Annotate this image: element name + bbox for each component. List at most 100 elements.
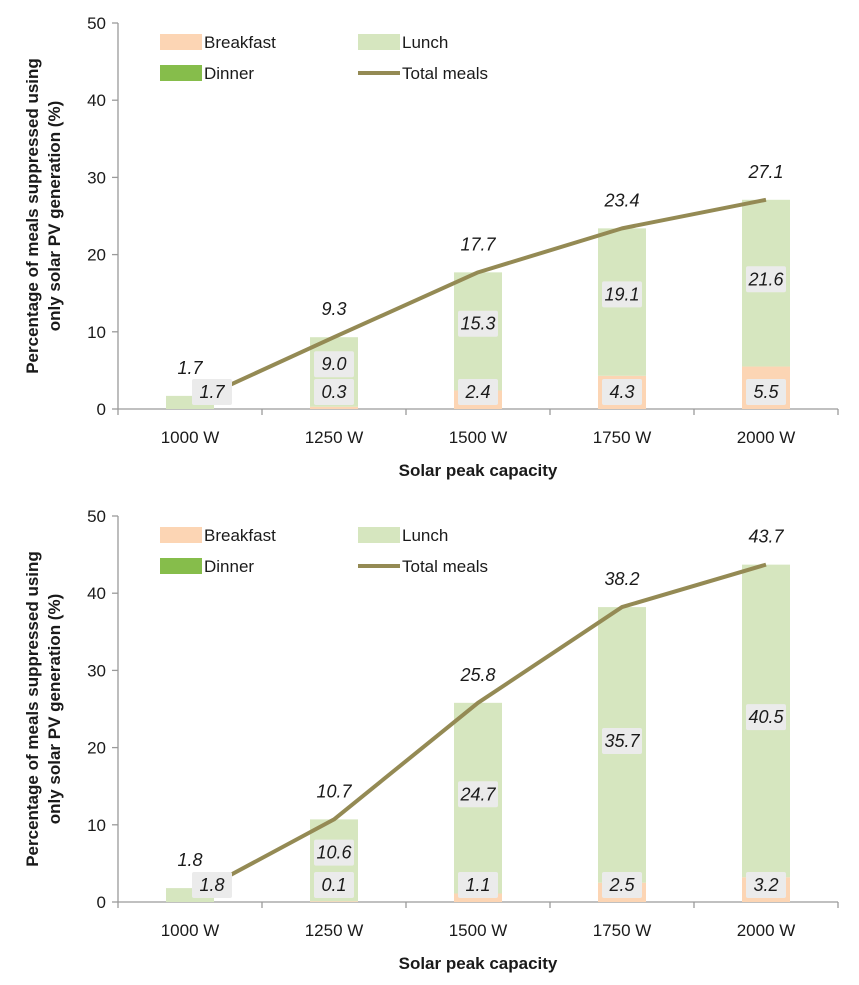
data-label-breakfast-box — [314, 872, 354, 898]
x-tick-label: 1500 W — [449, 428, 508, 447]
x-tick-label: 1750 W — [593, 428, 652, 447]
data-label-lunch: 10.6 — [316, 843, 352, 863]
legend: Breakfast Lunch Dinner Total meals — [128, 24, 532, 90]
data-label-total: 38.2 — [604, 569, 639, 589]
bar-breakfast — [310, 901, 358, 902]
chart-panel-top: 0 10 20 30 40 50 1000 W 1250 W 1500 W 1750 W 2000 … — [0, 0, 859, 492]
x-tick-label: 1250 W — [305, 921, 364, 940]
x-tick-label: 1000 W — [161, 428, 220, 447]
line-total-meals — [205, 562, 767, 890]
y-axis-title-line-2: only solar PV generation (%) — [45, 101, 64, 332]
data-label-breakfast: 4.3 — [609, 382, 634, 402]
data-label-lunch: 24.7 — [459, 784, 496, 804]
y-axis-title: Percentage of meals suppressed using only… — [23, 58, 64, 374]
data-label-breakfast-box — [602, 872, 642, 898]
x-tick-label: 2000 W — [737, 921, 796, 940]
legend-label-breakfast: Breakfast — [204, 33, 276, 52]
line-total-meals — [205, 197, 767, 398]
y-tick-label: 30 — [87, 661, 106, 680]
data-label-total: 1.7 — [177, 358, 203, 378]
data-label-total: 17.7 — [460, 234, 496, 254]
data-label-lunch-box — [314, 839, 354, 866]
data-label-lunch: 1.7 — [199, 382, 225, 402]
data-label-breakfast: 5.5 — [753, 382, 779, 402]
legend-label-lunch: Lunch — [402, 33, 448, 52]
legend-label-breakfast: Breakfast — [204, 526, 276, 545]
legend-label-dinner: Dinner — [204, 64, 254, 83]
x-axis-title: Solar peak capacity — [399, 461, 558, 480]
data-label-total: 9.3 — [321, 299, 346, 319]
y-tick-label: 20 — [87, 246, 106, 265]
data-label-breakfast-box — [746, 872, 786, 898]
data-label-lunch-box — [192, 379, 232, 405]
data-label-lunch-box — [314, 351, 354, 378]
chart-svg-bottom: 0 10 20 30 40 50 1000 W 1250 W 1500 W 1750 W 2000 … — [23, 507, 839, 973]
x-tick-label: 1250 W — [305, 428, 364, 447]
y-axis-title: Percentage of meals suppressed using only… — [23, 551, 64, 867]
data-label-lunch: 40.5 — [748, 707, 784, 727]
legend-swatch-breakfast — [160, 34, 202, 50]
data-label-lunch: 21.6 — [747, 269, 784, 289]
data-label-breakfast: 2.5 — [608, 875, 635, 895]
data-label-lunch: 1.8 — [199, 875, 224, 895]
data-label-total: 27.1 — [747, 162, 783, 182]
x-tick-label: 2000 W — [737, 428, 796, 447]
data-label-lunch: 15.3 — [460, 314, 495, 334]
data-label-lunch-box — [458, 781, 498, 808]
data-label-total: 1.8 — [177, 850, 202, 870]
data-label-total: 25.8 — [459, 665, 495, 685]
data-label-breakfast: 3.2 — [753, 875, 778, 895]
data-label-lunch-box — [192, 872, 232, 898]
legend-swatch-breakfast — [160, 527, 202, 543]
data-label-breakfast-box — [458, 379, 498, 405]
y-tick-label: 0 — [97, 893, 106, 912]
data-label-lunch-box — [458, 310, 498, 337]
legend-swatch-lunch — [358, 34, 400, 50]
data-label-lunch: 19.1 — [604, 284, 639, 304]
chart-panel-bottom: 0 10 20 30 40 50 1000 W 1250 W 1500 W 1750 W 2000 … — [0, 493, 859, 985]
y-tick-label: 50 — [87, 507, 106, 526]
data-label-breakfast-box — [458, 872, 498, 898]
legend-label-total-meals: Total meals — [402, 557, 488, 576]
data-label-total: 10.7 — [316, 781, 352, 801]
data-label-breakfast: 1.1 — [465, 875, 490, 895]
y-tick-label: 10 — [87, 323, 106, 342]
legend-swatch-lunch — [358, 527, 400, 543]
data-label-breakfast: 0.1 — [321, 875, 346, 895]
y-tick-label: 40 — [87, 584, 106, 603]
y-axis-title-line-2: only solar PV generation (%) — [45, 594, 64, 825]
x-tick-label: 1000 W — [161, 921, 220, 940]
y-tick-label: 0 — [97, 400, 106, 419]
data-label-breakfast: 0.3 — [321, 382, 346, 402]
legend-label-total-meals: Total meals — [402, 64, 488, 83]
y-axis-title-line-1: Percentage of meals suppressed using — [23, 551, 42, 867]
data-label-lunch-box — [746, 266, 786, 293]
y-tick-label: 40 — [87, 91, 106, 110]
legend-label-lunch: Lunch — [402, 526, 448, 545]
x-axis-title: Solar peak capacity — [399, 954, 558, 973]
y-tick-label: 20 — [87, 739, 106, 758]
y-axis-title-line-1: Percentage of meals suppressed using — [23, 58, 42, 374]
data-label-breakfast-box — [746, 379, 786, 405]
data-label-lunch: 35.7 — [604, 731, 640, 751]
legend: Breakfast Lunch Dinner Total meals — [128, 517, 532, 583]
x-tick-label: 1750 W — [593, 921, 652, 940]
data-label-lunch-box — [746, 704, 786, 731]
data-label-total: 43.7 — [748, 527, 784, 547]
legend-swatch-dinner — [160, 558, 202, 574]
bar-breakfast — [310, 406, 358, 409]
data-label-lunch-box — [602, 281, 642, 308]
y-tick-label: 30 — [87, 168, 106, 187]
y-tick-label: 50 — [87, 14, 106, 33]
data-label-breakfast-box — [314, 379, 354, 405]
data-label-breakfast-box — [602, 379, 642, 405]
data-label-breakfast: 2.4 — [464, 382, 490, 402]
data-label-total: 23.4 — [603, 190, 639, 210]
data-label-lunch-box — [602, 728, 642, 755]
legend-swatch-dinner — [160, 65, 202, 81]
x-tick-label: 1500 W — [449, 921, 508, 940]
chart-svg-top: 0 10 20 30 40 50 1000 W 1250 W 1500 W 1750 W 2000 … — [23, 14, 839, 480]
y-tick-label: 10 — [87, 816, 106, 835]
legend-label-dinner: Dinner — [204, 557, 254, 576]
data-label-lunch: 9.0 — [321, 354, 346, 374]
